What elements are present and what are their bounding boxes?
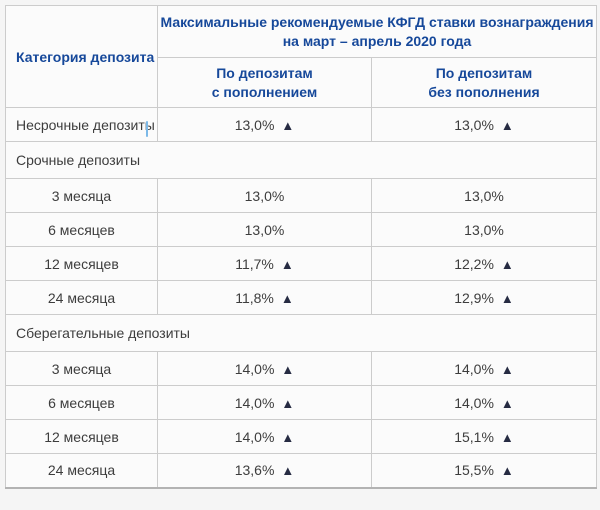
up-triangle-icon: ▲ bbox=[500, 361, 514, 377]
rate-cell: 14,0% ▲ bbox=[370, 385, 598, 420]
section-label: Срочные депозиты bbox=[4, 141, 598, 179]
rate-value: 15,5% bbox=[454, 462, 494, 479]
rate-cell: 13,0% ▲ bbox=[370, 107, 598, 142]
up-triangle-icon: ▲ bbox=[500, 117, 514, 133]
deposit-category-label: 6 месяцев bbox=[5, 212, 158, 247]
rate-value: 14,0% bbox=[234, 394, 275, 411]
rate-cell: 14,0% ▲ bbox=[157, 351, 372, 386]
column-header-with-replenishment: По депозитам с пополнением bbox=[157, 57, 372, 108]
rate-value: 13,0% bbox=[244, 187, 285, 204]
section-row: Сберегательные депозиты bbox=[4, 314, 598, 352]
rate-cell: 12,2% ▲ bbox=[370, 246, 598, 281]
table-row: 12 месяцев 11,7% ▲ 12,2% ▲ bbox=[5, 246, 598, 281]
rate-value: 14,0% bbox=[454, 360, 494, 377]
rate-value: 13,6% bbox=[234, 462, 275, 479]
rate-cell: 12,9% ▲ bbox=[370, 280, 598, 315]
deposit-rates-table: Категория депозита Максимальные рекоменд… bbox=[4, 5, 598, 489]
rate-cell: 13,0% ▲ bbox=[157, 107, 372, 142]
up-triangle-icon: ▲ bbox=[281, 429, 295, 445]
rate-cell: 14,0% ▲ bbox=[370, 351, 598, 386]
rate-value: 15,1% bbox=[454, 428, 494, 445]
up-triangle-icon: ▲ bbox=[500, 256, 514, 272]
up-triangle-icon: ▲ bbox=[281, 395, 295, 411]
table-row: 6 месяцев 14,0% ▲ 14,0% ▲ bbox=[5, 385, 598, 420]
deposit-category-label: 24 месяца bbox=[5, 453, 158, 488]
rate-cell: 13,0% bbox=[370, 178, 598, 213]
rate-value: 13,0% bbox=[464, 221, 504, 238]
rate-cell: 13,6% ▲ bbox=[157, 453, 372, 488]
table-header: Категория депозита Максимальные рекоменд… bbox=[5, 5, 598, 108]
deposit-category-label: 24 месяца bbox=[5, 280, 158, 315]
rate-value: 12,9% bbox=[454, 289, 494, 306]
section-label: Сберегательные депозиты bbox=[4, 314, 598, 352]
up-triangle-icon: ▲ bbox=[281, 361, 295, 377]
rate-cell: 13,0% bbox=[157, 178, 372, 213]
deposit-category-label: 12 месяцев bbox=[5, 246, 158, 281]
up-triangle-icon: ▲ bbox=[500, 290, 514, 306]
table-row: Несрочные депозиты 13,0% ▲ 13,0% ▲ bbox=[5, 107, 598, 142]
rate-value: 12,2% bbox=[454, 255, 494, 272]
up-triangle-icon: ▲ bbox=[280, 290, 294, 306]
rate-cell: 11,7% ▲ bbox=[157, 246, 372, 281]
rate-cell: 11,8% ▲ bbox=[157, 280, 372, 315]
rate-cell: 15,1% ▲ bbox=[370, 419, 598, 454]
rate-value: 11,8% bbox=[235, 289, 274, 306]
text-caret bbox=[146, 121, 148, 137]
rate-value: 14,0% bbox=[234, 360, 275, 377]
main-title-header: Максимальные рекомендуемые КФГД ставки в… bbox=[156, 5, 598, 58]
table-row: 3 месяца 14,0% ▲ 14,0% ▲ bbox=[5, 351, 598, 386]
deposit-category-label: 3 месяца bbox=[5, 351, 158, 386]
up-triangle-icon: ▲ bbox=[500, 429, 514, 445]
up-triangle-icon: ▲ bbox=[280, 256, 294, 272]
rate-value: 14,0% bbox=[234, 428, 275, 445]
rate-value: 13,0% bbox=[464, 187, 504, 204]
table-row: 6 месяцев 13,0% 13,0% bbox=[5, 212, 598, 247]
deposit-category-label: 3 месяца bbox=[5, 178, 158, 213]
deposit-category-label: 6 месяцев bbox=[5, 385, 158, 420]
up-triangle-icon: ▲ bbox=[500, 395, 514, 411]
rate-cell: 14,0% ▲ bbox=[157, 385, 372, 420]
up-triangle-icon: ▲ bbox=[281, 117, 295, 133]
deposit-category-label: 12 месяцев bbox=[5, 419, 158, 454]
table-row: 3 месяца 13,0% 13,0% bbox=[5, 178, 598, 213]
table-row: 24 месяца 11,8% ▲ 12,9% ▲ bbox=[5, 280, 598, 315]
rate-value: 14,0% bbox=[454, 394, 494, 411]
rate-cell: 13,0% bbox=[370, 212, 598, 247]
rate-cell: 13,0% bbox=[157, 212, 372, 247]
table-body: Несрочные депозиты 13,0% ▲ 13,0% ▲ Срочные де… bbox=[4, 107, 598, 488]
rate-value: 13,0% bbox=[234, 116, 275, 133]
rate-cell: 14,0% ▲ bbox=[157, 419, 372, 454]
table-row: 12 месяцев 14,0% ▲ 15,1% ▲ bbox=[5, 419, 598, 454]
table-row: 24 месяца 13,6% ▲ 15,5% ▲ bbox=[5, 453, 598, 488]
rate-value: 13,0% bbox=[454, 116, 494, 133]
rate-value: 11,7% bbox=[235, 255, 274, 272]
up-triangle-icon: ▲ bbox=[281, 463, 295, 479]
section-row: Срочные депозиты bbox=[4, 141, 598, 179]
rate-cell: 15,5% ▲ bbox=[370, 453, 598, 488]
column-header-without-replenishment: По депозитам без пополнения bbox=[370, 57, 598, 108]
deposit-category-label: Несрочные депозиты bbox=[5, 107, 158, 142]
up-triangle-icon: ▲ bbox=[500, 463, 514, 479]
rate-value: 13,0% bbox=[244, 221, 285, 238]
category-column-header: Категория депозита bbox=[5, 5, 158, 108]
